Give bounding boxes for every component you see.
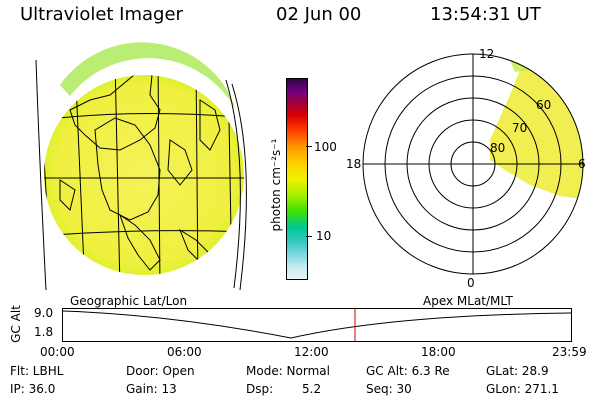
- colorbar: [286, 78, 308, 280]
- info-filter: Flt: LBHL: [10, 364, 64, 378]
- polar-ring-label-80: 80: [490, 141, 506, 155]
- timeline-xtick-2359: 23:59: [552, 345, 587, 359]
- earth-disk: [44, 75, 244, 275]
- time-label: 13:54:31 UT: [430, 4, 541, 25]
- polar-ring-label-70: 70: [512, 121, 528, 135]
- auroral-rim: [60, 42, 236, 111]
- colorbar-tick-10: 10: [316, 229, 332, 243]
- info-glon: GLon: 271.1: [486, 382, 559, 396]
- polar-auroral-image: [490, 60, 583, 200]
- colorbar-tick-10-mark: [306, 236, 312, 237]
- colorbar-tick-100-mark: [306, 146, 312, 147]
- altitude-curve: [62, 309, 572, 341]
- geographic-uv-image: [35, 42, 247, 291]
- info-seq: Seq: 30: [366, 382, 412, 396]
- timeline-left-caption: Geographic Lat/Lon: [70, 294, 188, 308]
- info-gain: Gain: 13: [126, 382, 177, 396]
- polar-label-6: 6: [578, 157, 586, 171]
- info-door: Door: Open: [126, 364, 195, 378]
- timeline-xtick-1800: 18:00: [421, 345, 456, 359]
- info-ip: IP: 36.0: [10, 382, 56, 396]
- polar-grid: [362, 53, 584, 275]
- info-mode: Mode: Normal: [246, 364, 330, 378]
- polar-plot: [362, 53, 584, 275]
- coastlines: [59, 75, 221, 271]
- info-dsp-value: 5.2: [302, 382, 322, 396]
- app-title: Ultraviolet Imager: [20, 4, 183, 25]
- polar-label-12: 12: [479, 47, 495, 61]
- info-gc-alt: GC Alt: 6.3 Re: [366, 364, 450, 378]
- timeline-ytick-top: 9.0: [34, 306, 54, 320]
- date-label: 02 Jun 00: [276, 4, 362, 25]
- colorbar-tick-100: 100: [314, 140, 337, 154]
- timeline-ylabel: GC Alt: [9, 305, 23, 343]
- limb-lines: [35, 59, 247, 291]
- polar-ring-label-60: 60: [536, 98, 552, 112]
- altitude-timeline-plot: [62, 308, 572, 342]
- timeline-ytick-bottom: 1.8: [34, 325, 54, 339]
- timeline-xtick-0000: 00:00: [40, 345, 75, 359]
- info-glat: GLat: 28.9: [486, 364, 549, 378]
- timeline-right-caption: Apex MLat/MLT: [423, 294, 513, 308]
- polar-label-18: 18: [346, 157, 362, 171]
- info-dsp-label: Dsp:: [246, 382, 274, 396]
- polar-label-0: 0: [467, 276, 475, 290]
- timeline-xtick-0600: 06:00: [167, 345, 202, 359]
- timeline-xtick-1200: 12:00: [294, 345, 329, 359]
